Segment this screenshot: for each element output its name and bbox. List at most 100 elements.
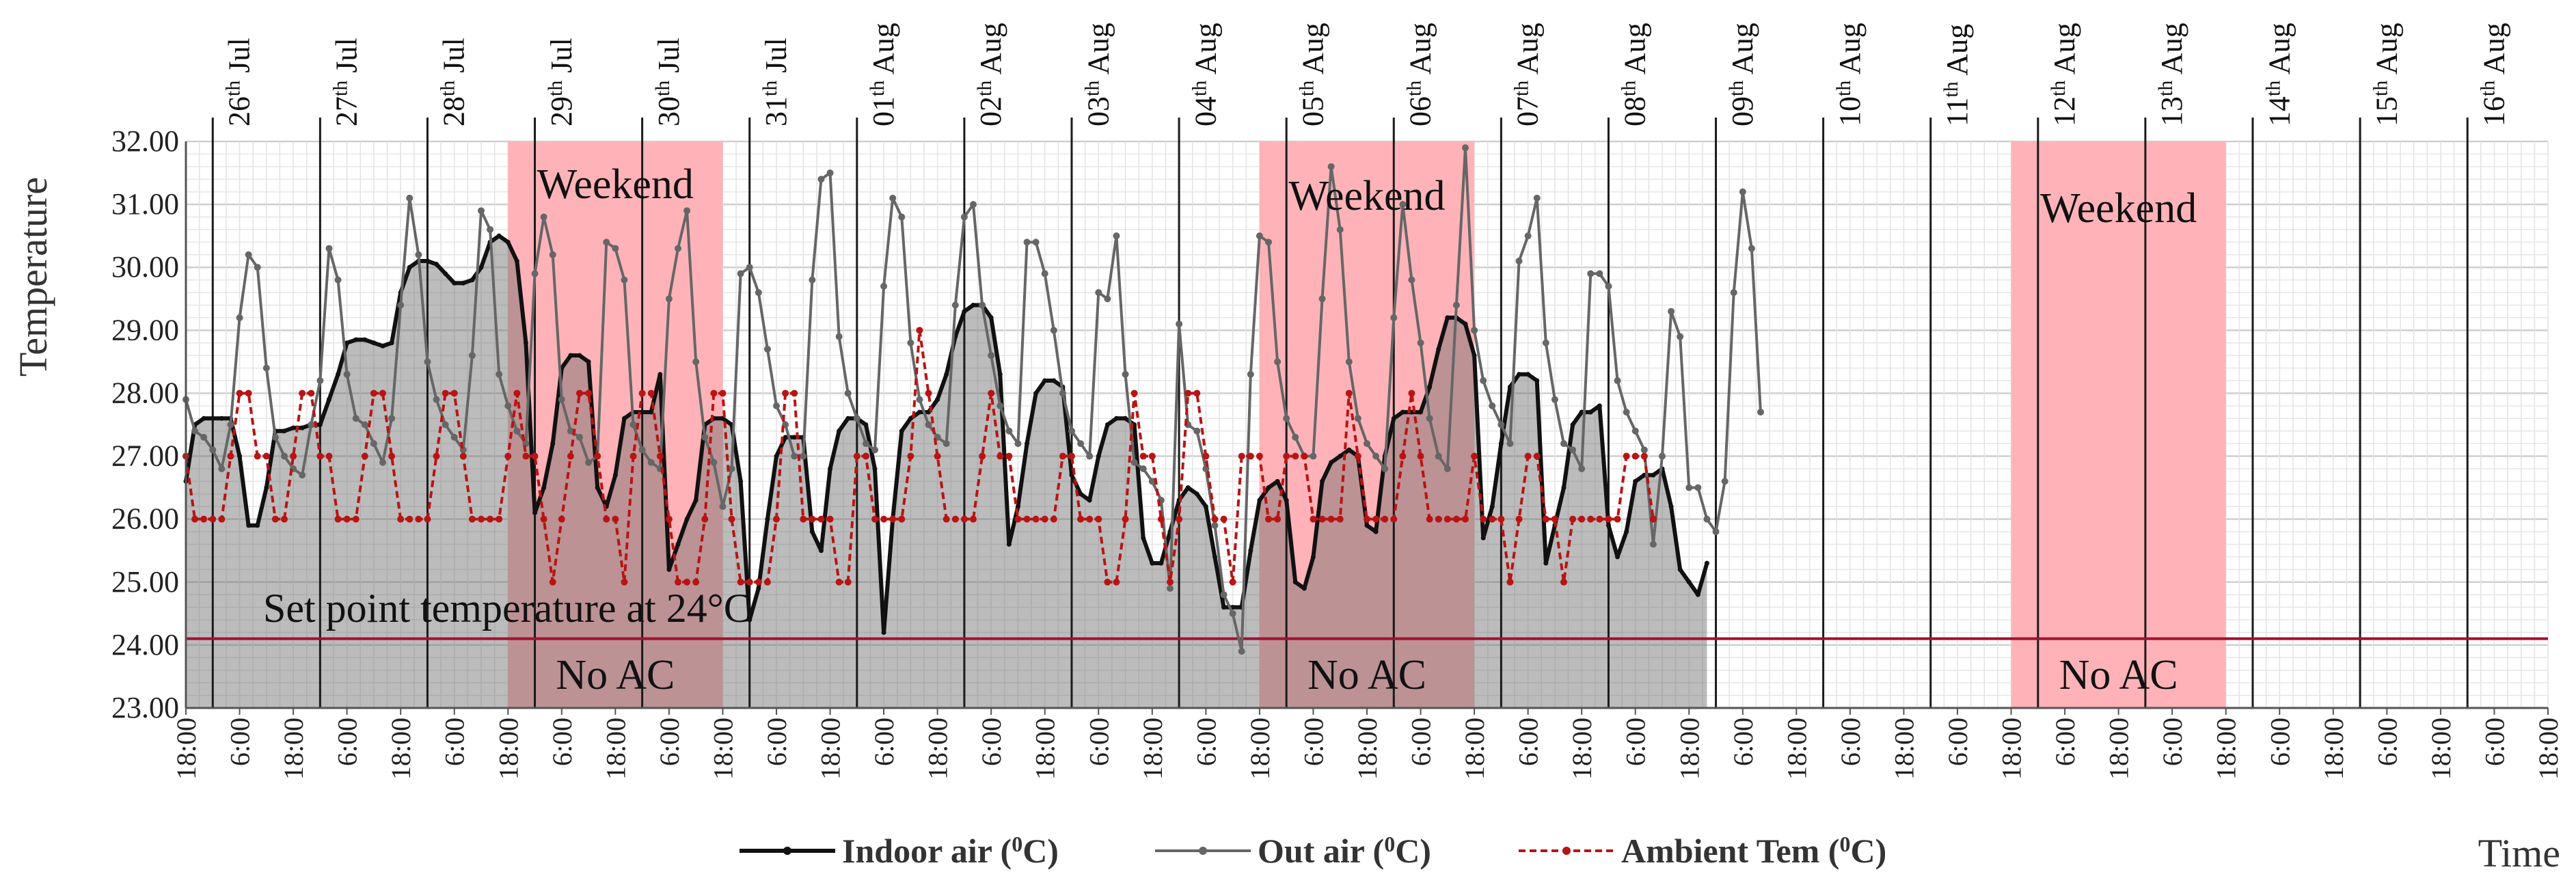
data-point — [1256, 232, 1263, 240]
data-point — [612, 245, 619, 252]
data-point — [773, 402, 780, 409]
data-point — [1211, 515, 1219, 523]
x-tick-label: 18:00 — [1030, 718, 1061, 780]
data-point — [1041, 515, 1048, 523]
data-point — [1327, 515, 1335, 523]
weekend-label: Weekend — [537, 161, 694, 208]
data-point — [1517, 372, 1522, 377]
x-tick-label: 6:00 — [225, 718, 256, 766]
day-number: 26 — [223, 96, 256, 126]
data-point — [450, 433, 458, 441]
day-month: Jul — [223, 38, 256, 80]
data-point — [325, 245, 333, 252]
x-tick-label: 18:00 — [2211, 718, 2242, 780]
data-point — [1023, 515, 1031, 523]
data-point — [1399, 201, 1407, 208]
data-point — [647, 459, 655, 466]
data-point — [1068, 427, 1075, 435]
data-point — [577, 353, 582, 358]
data-point — [844, 578, 852, 586]
data-point — [835, 578, 843, 586]
data-point — [1623, 452, 1630, 460]
day-number: 31 — [759, 96, 793, 126]
day-label: 01th Aug — [866, 23, 900, 126]
data-point — [1390, 314, 1398, 321]
data-point — [1338, 454, 1343, 459]
data-point — [692, 358, 700, 366]
data-point — [1301, 452, 1308, 460]
data-point — [684, 517, 690, 522]
y-tick-label: 25.00 — [111, 565, 179, 599]
data-point — [1050, 515, 1057, 523]
data-point — [1721, 478, 1728, 485]
data-point — [1408, 390, 1415, 397]
day-month: Aug — [1940, 24, 1974, 81]
data-point — [415, 515, 422, 523]
data-point — [656, 452, 664, 460]
day-number: 13 — [2155, 96, 2188, 126]
data-point — [862, 440, 869, 448]
data-point — [1185, 485, 1191, 491]
day-suffix: th — [2154, 81, 2177, 96]
data-point — [1015, 504, 1020, 509]
data-point — [317, 422, 323, 427]
data-point — [737, 270, 744, 277]
day-label: 06th Aug — [1403, 23, 1437, 126]
data-point — [809, 276, 816, 284]
data-point — [434, 262, 439, 267]
data-point — [944, 372, 949, 377]
data-point — [1292, 579, 1298, 585]
data-point — [1354, 415, 1361, 422]
data-point — [1086, 515, 1094, 523]
data-point — [236, 314, 243, 321]
data-point — [853, 452, 860, 460]
data-point — [1560, 440, 1567, 448]
data-point — [371, 340, 377, 346]
data-point — [1050, 327, 1057, 334]
data-point — [640, 409, 645, 415]
data-point — [1640, 452, 1648, 460]
data-point — [461, 280, 466, 286]
data-point — [826, 169, 834, 177]
day-label: 27th Jul — [329, 38, 364, 126]
data-point — [1685, 484, 1693, 491]
day-number: 08 — [1618, 96, 1652, 126]
data-point — [558, 396, 565, 403]
day-label: 14th Aug — [2262, 23, 2296, 126]
data-point — [898, 515, 906, 523]
data-point — [1426, 515, 1433, 523]
data-point — [871, 515, 878, 523]
data-point — [1104, 422, 1110, 427]
data-point — [1704, 560, 1709, 566]
data-point — [755, 578, 762, 586]
data-point — [997, 372, 1003, 377]
day-number: 12 — [2048, 96, 2081, 126]
day-month: Jul — [330, 38, 364, 80]
data-point — [1524, 232, 1532, 240]
day-number: 14 — [2262, 96, 2296, 126]
y-tick-label: 29.00 — [111, 313, 179, 346]
data-point — [558, 515, 565, 523]
data-point — [899, 428, 904, 434]
data-point — [415, 251, 422, 258]
data-point — [763, 345, 771, 353]
x-tick-label: 18:00 — [171, 718, 202, 780]
data-point — [774, 454, 779, 459]
data-point — [594, 452, 601, 460]
legend: Indoor air (0C) Out air (0C) Ambient Tem (… — [740, 832, 1886, 870]
data-point — [898, 213, 906, 221]
data-point — [1542, 515, 1549, 523]
data-point — [1443, 465, 1451, 472]
data-point — [1677, 567, 1683, 572]
legend-swatch-marker — [1562, 847, 1571, 855]
x-tick-label: 18:00 — [1781, 718, 1812, 780]
y-tick-label: 31.00 — [111, 187, 179, 221]
data-point — [1506, 440, 1514, 448]
data-point — [406, 194, 413, 202]
data-point — [1141, 535, 1146, 541]
day-label: 08th Aug — [1618, 23, 1652, 126]
data-point — [1157, 515, 1165, 523]
data-point — [970, 515, 977, 523]
data-point — [595, 485, 600, 491]
